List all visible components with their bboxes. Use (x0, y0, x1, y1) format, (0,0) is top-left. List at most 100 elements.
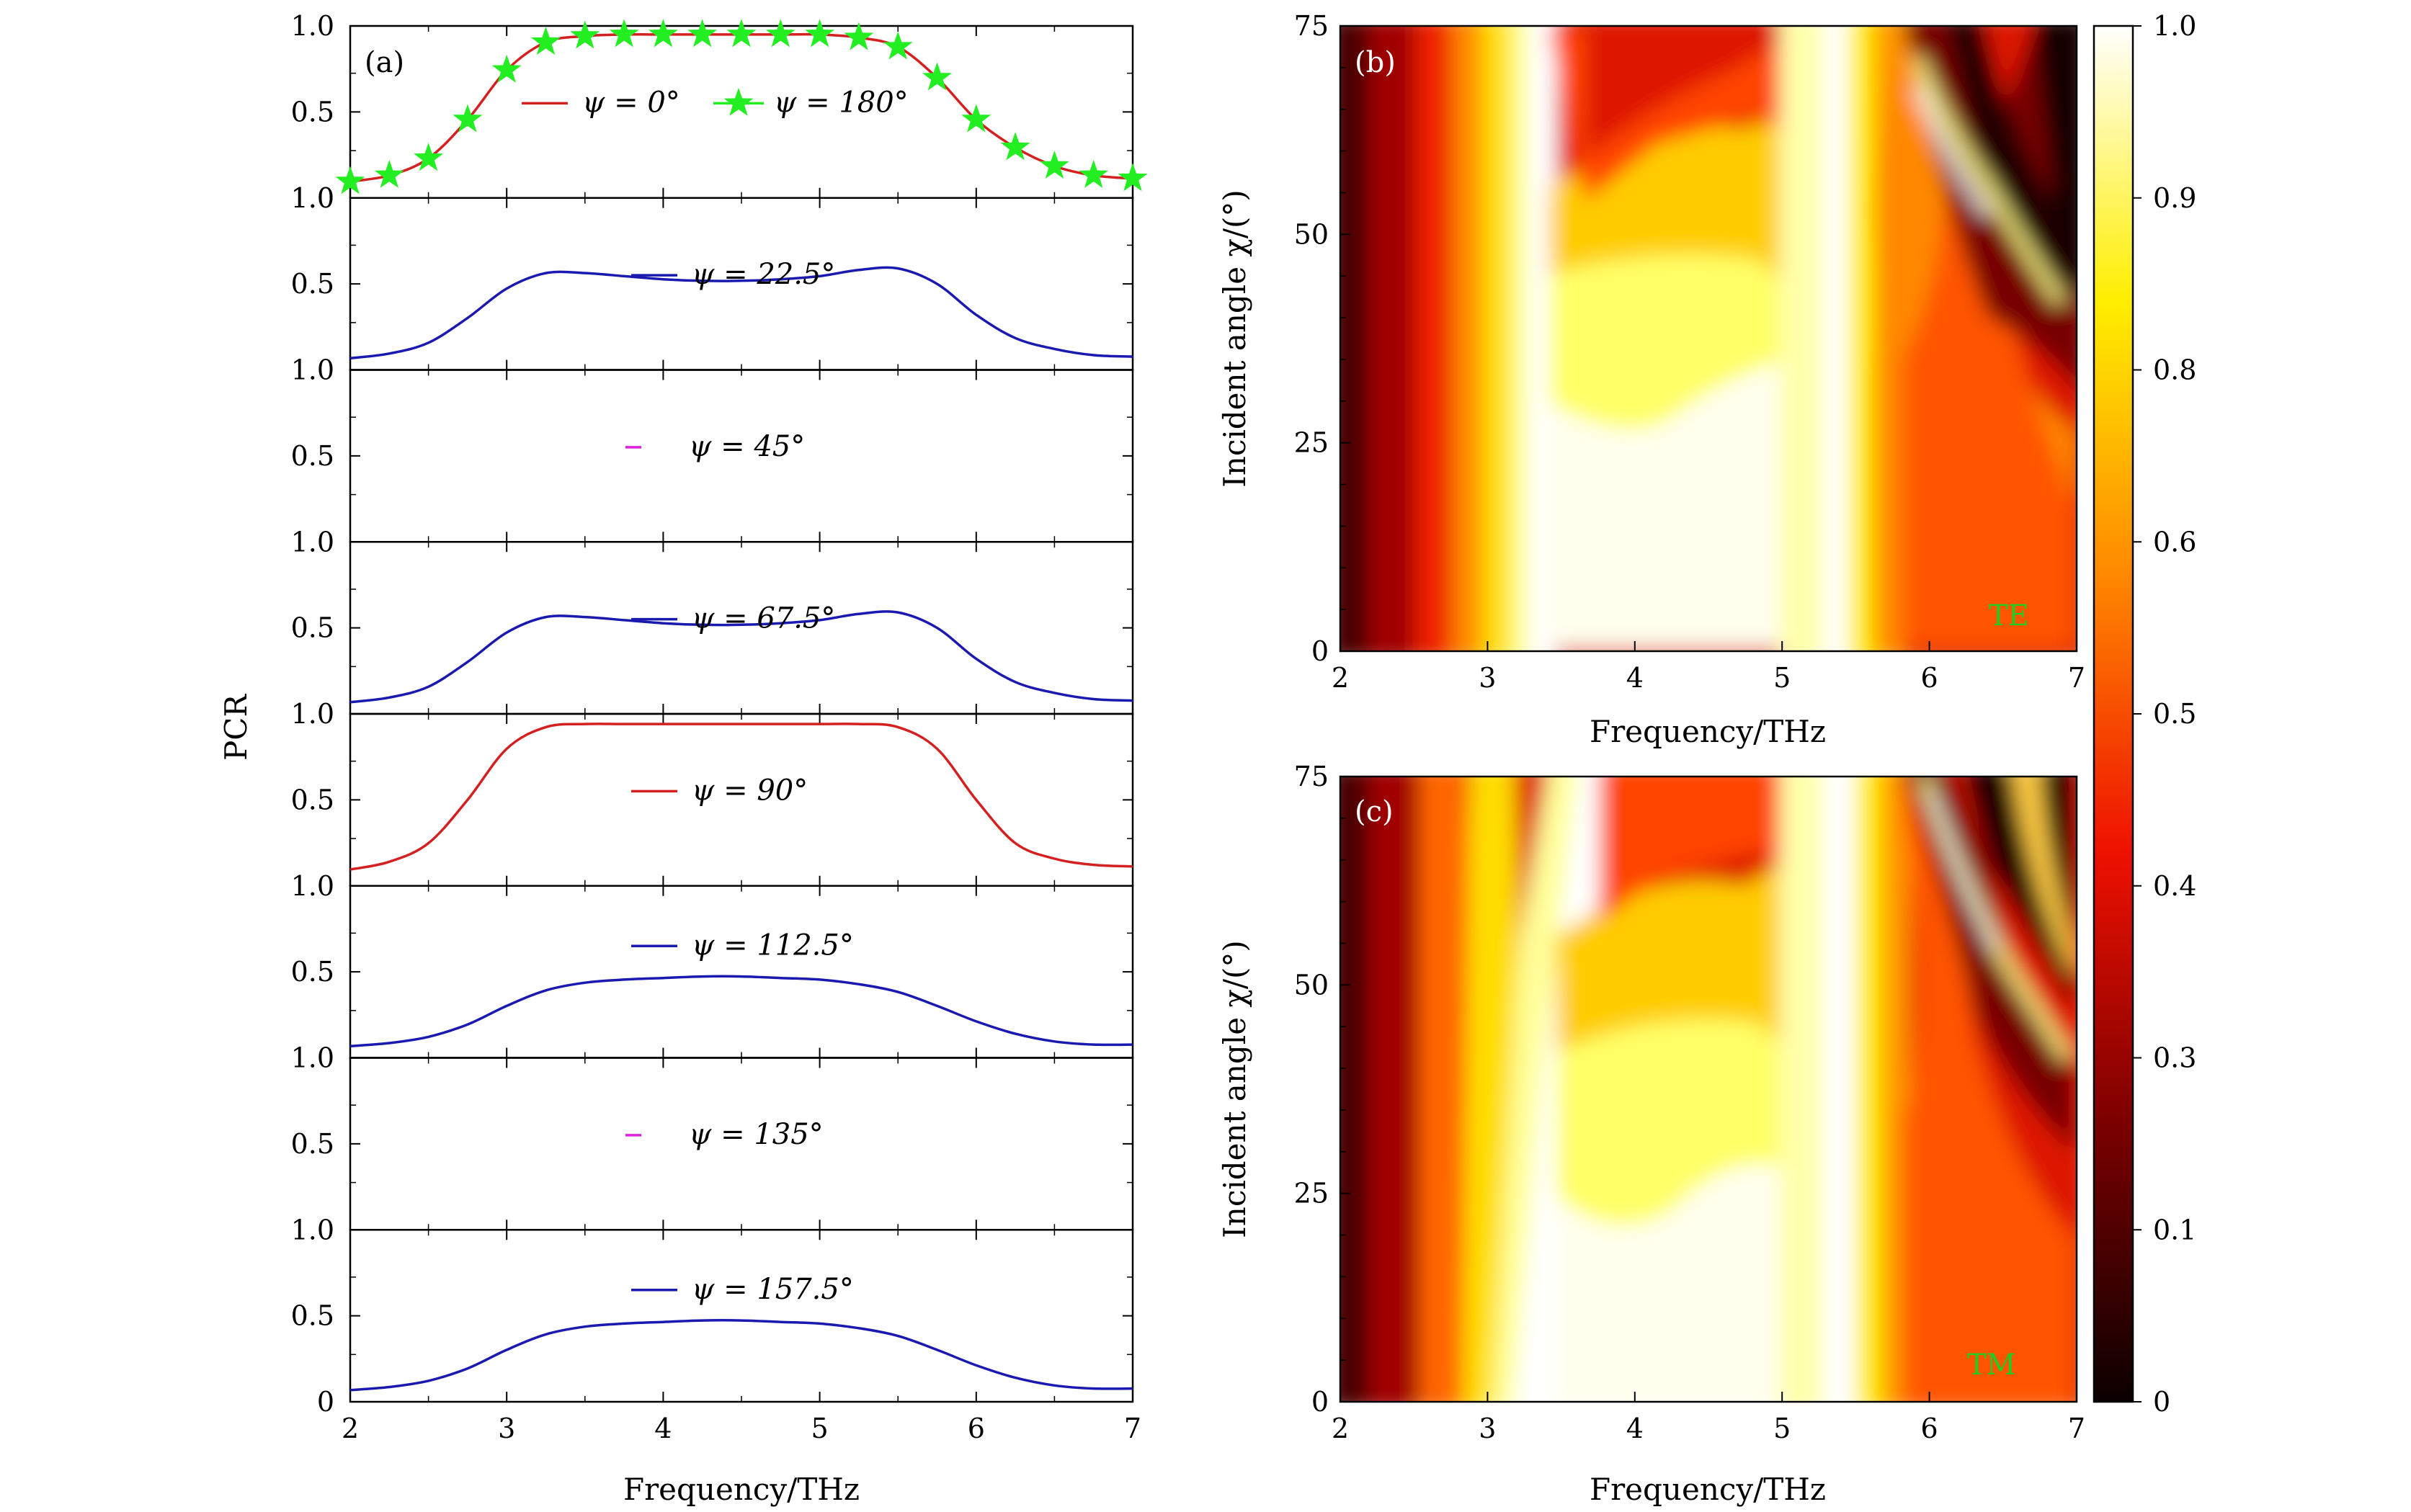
y-tick-label: 1.0 (291, 182, 334, 214)
panel-c-label: (c) (1355, 795, 1394, 828)
series-line (349, 266, 1133, 360)
data-point-star (648, 19, 678, 48)
pcr-subplot-3: 0.5 1.0 ψ = 67.5° (291, 526, 1134, 715)
x-tick-label: 7 (2068, 662, 2085, 694)
y-tick-label: 25 (1294, 1178, 1329, 1209)
te-label: TE (1989, 599, 2029, 632)
colorbar-tick-label: 1.0 (2153, 10, 2196, 42)
pcr-subplot-1: 0.5 1.0 ψ = 22.5° (291, 182, 1134, 371)
x-tick-label: 2 (1332, 1413, 1349, 1444)
y-tick-label: 0.5 (291, 1300, 334, 1332)
colorbar-tick-label: 0.5 (2153, 698, 2196, 730)
y-tick-label: 0 (317, 1386, 334, 1418)
data-point-star (765, 19, 796, 48)
colorbar-tick-label: 0.8 (2153, 354, 2196, 386)
data-point-star (844, 22, 874, 50)
y-tick-label: 0.5 (291, 612, 334, 644)
series-line (349, 975, 1133, 1048)
x-tick-label: 5 (1773, 1413, 1791, 1444)
x-tick-label: 6 (1921, 662, 1938, 694)
tm-heatmap-panel: (c) TM Incident angle χ/(°) Frequency/TH… (1217, 761, 2085, 1507)
colorbar: 0 0.1 0.3 0.4 0.5 0.6 0.8 0.9 1.0 (2093, 10, 2196, 1418)
data-point-star (453, 104, 483, 133)
legend-label: ψ = 180° (774, 86, 909, 119)
y-tick-label: 1.0 (291, 182, 334, 214)
data-point-star (726, 19, 757, 48)
series-line (349, 610, 1133, 704)
data-point-star (414, 143, 444, 171)
colorbar-tick-label: 0.1 (2153, 1214, 2196, 1245)
x-tick-label: 6 (1921, 1413, 1938, 1444)
y-tick-label: 1.0 (291, 870, 334, 902)
y-tick-label: 1.0 (291, 526, 334, 558)
x-tick-label: 3 (1479, 662, 1496, 694)
te-ylabel: Incident angle χ/(°) (1217, 189, 1252, 488)
legend-label: ψ = 45° (689, 430, 805, 463)
pcr-subplot-frame (349, 1229, 1134, 1403)
data-point-star (922, 62, 952, 91)
y-tick-label: 1.0 (291, 698, 334, 730)
x-tick-label: 2 (1332, 662, 1349, 694)
colorbar-tick-label: 0.4 (2153, 870, 2196, 902)
data-point-star (570, 20, 600, 49)
series-line (349, 1319, 1133, 1392)
panel-b-label: (b) (1355, 46, 1396, 79)
x-tick-label: 4 (1626, 1413, 1644, 1444)
y-tick-label: 50 (1294, 969, 1329, 1001)
left-ylabel: PCR (218, 694, 254, 761)
te-heatmap-panel: (b) TE Incident angle χ/(°) Frequency/TH… (1217, 10, 2085, 749)
y-tick-label: 0.5 (291, 956, 334, 988)
y-tick-label: 50 (1294, 218, 1329, 250)
x-tick-label: 7 (1124, 1413, 1141, 1444)
left-xlabel: Frequency/THz (623, 1472, 860, 1507)
legend-label: ψ = 67.5° (692, 602, 835, 635)
legend-star (723, 87, 754, 116)
pcr-subplot-5: 0.5 1.0 ψ = 112.5° (291, 870, 1134, 1059)
legend-label: ψ = 22.5° (692, 258, 835, 291)
panel-a-label: (a) (365, 46, 404, 79)
x-tick-label: 3 (1479, 1413, 1496, 1444)
colorbar-tick-label: 0.9 (2153, 182, 2196, 214)
pcr-stacked-panel: PCR Frequency/THz (a) 1.0 0.5 1.0 ψ = 0° ψ =… (218, 10, 1148, 1507)
y-tick-label: 75 (1294, 761, 1329, 792)
colorbar-tick-label: 0.3 (2153, 1042, 2196, 1074)
tm-heatmap (1340, 777, 2077, 1402)
tm-ylabel: Incident angle χ/(°) (1217, 940, 1252, 1238)
pcr-subplot-6: 0.5 1.0 ψ = 135° (291, 1042, 1134, 1231)
y-tick-label: 75 (1294, 10, 1329, 42)
data-point-star (1079, 159, 1109, 188)
data-point-star (531, 27, 561, 55)
x-tick-label: 4 (654, 1413, 672, 1444)
colorbar-tick-label: 0.6 (2153, 526, 2196, 558)
x-tick-label: 7 (2068, 1413, 2085, 1444)
data-point-star (491, 54, 522, 83)
data-point-star (374, 159, 404, 188)
x-tick-label: 5 (811, 1413, 829, 1444)
legend-label: ψ = 157.5° (692, 1273, 854, 1306)
legend-label: ψ = 90° (692, 774, 808, 807)
y-tick-label: 1.0 (291, 1214, 334, 1245)
y-tick-label: 0.5 (291, 784, 334, 815)
data-point-star (1039, 151, 1069, 179)
data-point-star (335, 166, 365, 194)
data-point-star (961, 104, 991, 133)
y-tick-label: 25 (1294, 427, 1329, 459)
x-tick-label: 6 (968, 1413, 985, 1444)
data-point-star (1118, 163, 1148, 192)
tm-plot-frame (1339, 775, 2078, 1403)
data-point-star (883, 31, 913, 60)
y-tick-label: 0 (1311, 635, 1329, 667)
te-xlabel: Frequency/THz (1590, 714, 1826, 749)
y-tick-label: 0.5 (291, 96, 334, 128)
pcr-subplot-2: 0.5 1.0 ψ = 45° (291, 354, 1134, 543)
legend-label: ψ = 112.5° (692, 929, 854, 962)
y-tick-label: 0.5 (291, 268, 334, 300)
colorbar-gradient (2093, 24, 2134, 1403)
pcr-subplot-0: 1.0 0.5 1.0 ψ = 0° ψ = 180° (291, 10, 1148, 214)
pcr-subplot-frame (349, 885, 1134, 1059)
pcr-subplot-4: 0.5 1.0 ψ = 90° (291, 698, 1134, 887)
legend-label: ψ = 135° (689, 1118, 824, 1151)
te-plot-frame (1339, 24, 2078, 653)
y-tick-label: 1.0 (291, 354, 334, 386)
